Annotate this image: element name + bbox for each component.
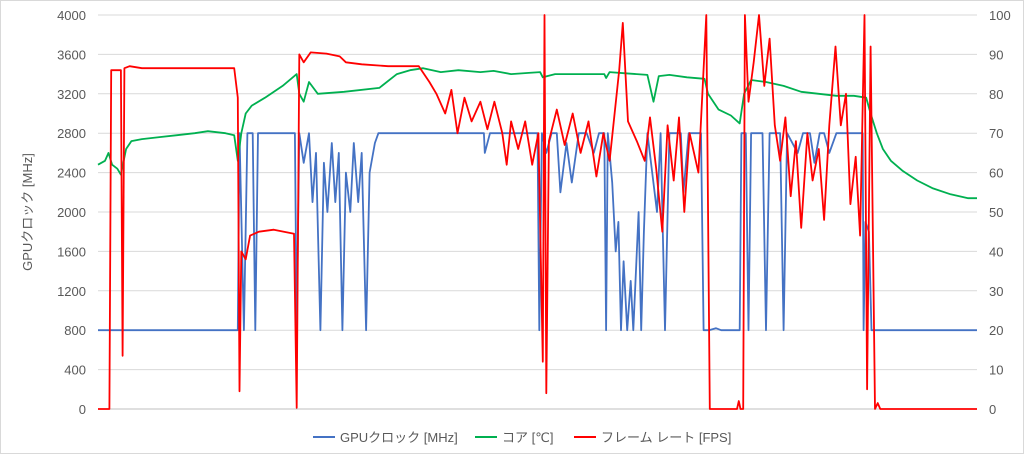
- right-tick-label: 90: [989, 47, 1003, 62]
- legend: GPUクロック [MHz] コア [℃] フレーム レート [FPS]: [313, 430, 731, 445]
- y-axis-label-left: GPUクロック [MHz]: [20, 153, 35, 271]
- left-tick-label: 3200: [57, 87, 86, 102]
- left-tick-label: 4000: [57, 8, 86, 23]
- right-tick-label: 10: [989, 363, 1003, 378]
- right-tick-label: 50: [989, 205, 1003, 220]
- left-tick-label: 800: [64, 323, 86, 338]
- legend-label-1: GPUクロック [MHz]: [340, 430, 458, 445]
- right-axis-ticks: 0 10 20 30 40 50 60 70 80 90 100: [989, 8, 1011, 417]
- legend-label-3: フレーム レート [FPS]: [601, 430, 731, 445]
- right-tick-label: 40: [989, 244, 1003, 259]
- right-tick-label: 80: [989, 87, 1003, 102]
- series-line-1: [98, 132, 977, 332]
- left-tick-label: 1600: [57, 244, 86, 259]
- series-line-2: [97, 67, 977, 200]
- right-tick-label: 0: [989, 402, 996, 417]
- left-tick-label: 2400: [57, 166, 86, 181]
- right-tick-label: 30: [989, 284, 1003, 299]
- right-tick-label: 60: [989, 166, 1003, 181]
- left-axis-ticks: 0 400 800 1200 1600 2000 2400 2800 3200 3600 4000: [57, 8, 86, 417]
- left-tick-label: 1200: [57, 284, 86, 299]
- series-line-3: [98, 14, 977, 410]
- left-tick-label: 0: [79, 402, 86, 417]
- right-tick-label: 70: [989, 126, 1003, 141]
- right-tick-label: 20: [989, 323, 1003, 338]
- left-tick-label: 2800: [57, 126, 86, 141]
- left-tick-label: 3600: [57, 47, 86, 62]
- left-tick-label: 2000: [57, 205, 86, 220]
- legend-label-2: コア [℃]: [502, 430, 553, 445]
- series-layer: [97, 14, 977, 410]
- left-tick-label: 400: [64, 363, 86, 378]
- right-tick-label: 100: [989, 8, 1011, 23]
